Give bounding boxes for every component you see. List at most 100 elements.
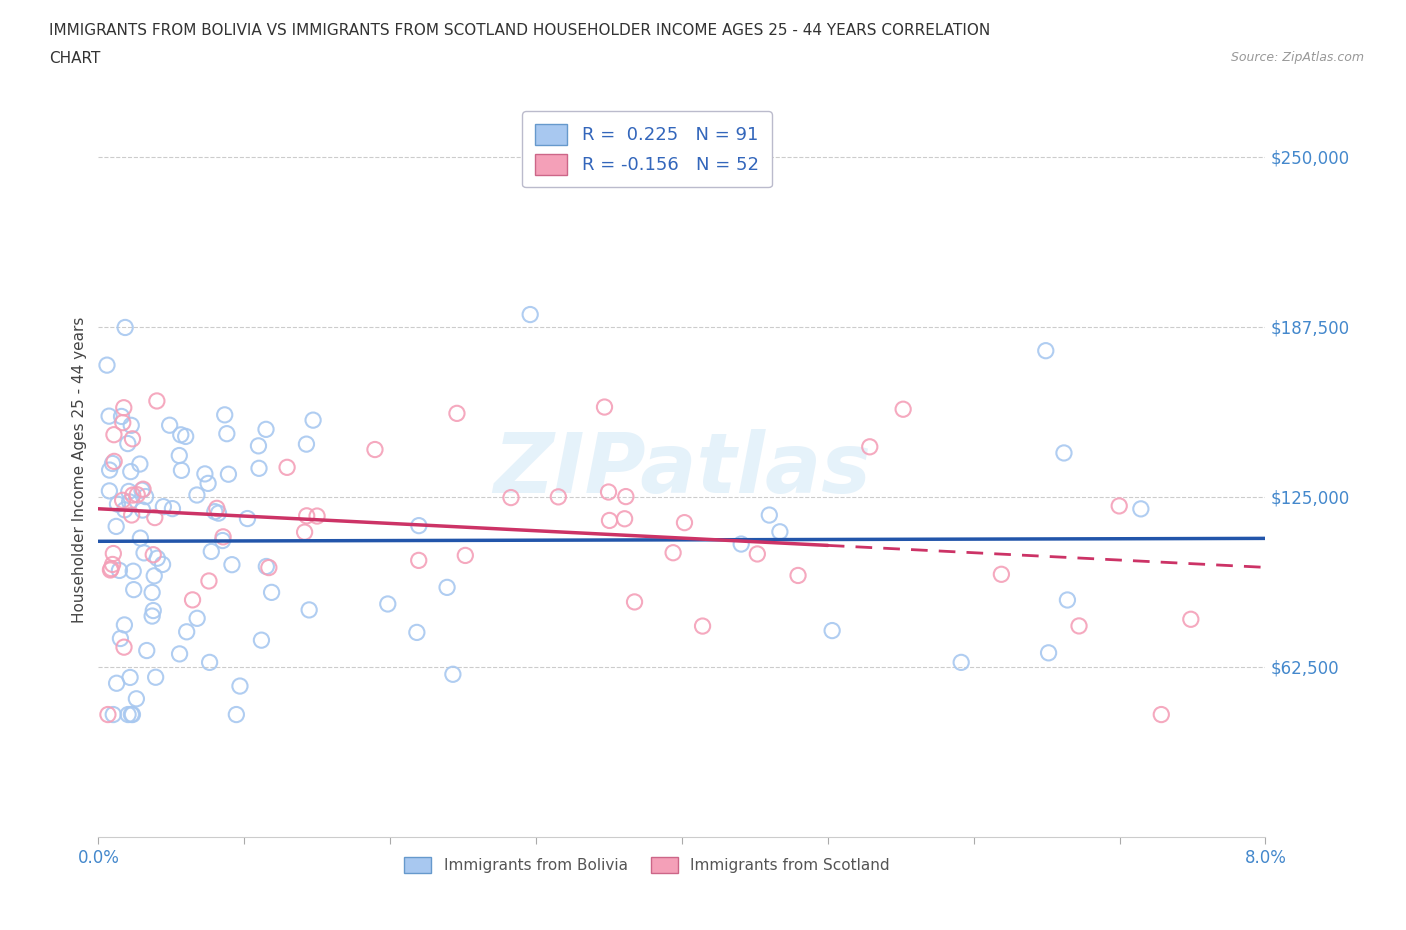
Point xyxy=(141,608,163,623)
Point xyxy=(100,561,122,576)
Point xyxy=(117,707,139,722)
Point xyxy=(1180,612,1202,627)
Point xyxy=(112,400,135,415)
Point xyxy=(547,489,569,504)
Point xyxy=(673,515,696,530)
Point xyxy=(623,594,645,609)
Point xyxy=(236,512,259,526)
Point xyxy=(454,548,477,563)
Point xyxy=(519,307,541,322)
Point xyxy=(821,623,844,638)
Point xyxy=(194,467,217,482)
Point xyxy=(200,544,222,559)
Point xyxy=(859,439,882,454)
Point xyxy=(950,655,973,670)
Point xyxy=(121,508,143,523)
Point xyxy=(499,490,522,505)
Point xyxy=(122,564,145,578)
Point xyxy=(141,585,163,600)
Point xyxy=(260,585,283,600)
Point xyxy=(207,506,229,521)
Point xyxy=(198,655,221,670)
Point xyxy=(110,409,132,424)
Point xyxy=(127,487,149,502)
Point xyxy=(214,407,236,422)
Point xyxy=(990,567,1012,582)
Point xyxy=(257,560,280,575)
Point xyxy=(747,547,769,562)
Point xyxy=(131,502,153,517)
Point xyxy=(117,436,139,451)
Point xyxy=(121,487,143,502)
Point xyxy=(120,707,142,722)
Point xyxy=(225,707,247,722)
Point xyxy=(1129,501,1152,516)
Point xyxy=(146,551,169,565)
Point xyxy=(114,320,136,335)
Point xyxy=(186,487,208,502)
Point xyxy=(730,537,752,551)
Point xyxy=(1150,707,1173,722)
Point xyxy=(169,448,191,463)
Point xyxy=(105,676,128,691)
Point xyxy=(98,484,121,498)
Point xyxy=(131,483,153,498)
Point xyxy=(132,545,155,560)
Point xyxy=(1038,645,1060,660)
Point xyxy=(215,426,238,441)
Point xyxy=(212,529,235,544)
Point xyxy=(254,559,277,574)
Point xyxy=(302,413,325,428)
Point xyxy=(111,493,134,508)
Point xyxy=(128,457,150,472)
Text: ZIPatlas: ZIPatlas xyxy=(494,429,870,511)
Point xyxy=(598,513,620,528)
Point xyxy=(103,454,125,469)
Y-axis label: Householder Income Ages 25 - 44 years: Householder Income Ages 25 - 44 years xyxy=(72,316,87,623)
Point xyxy=(112,618,135,632)
Point xyxy=(97,707,120,722)
Point xyxy=(405,625,427,640)
Point xyxy=(174,429,197,444)
Point xyxy=(1108,498,1130,513)
Point xyxy=(217,467,239,482)
Point xyxy=(377,596,399,611)
Point xyxy=(204,504,226,519)
Legend: Immigrants from Bolivia, Immigrants from Scotland: Immigrants from Bolivia, Immigrants from… xyxy=(396,849,897,881)
Point xyxy=(120,418,142,432)
Point xyxy=(307,509,329,524)
Point xyxy=(101,456,124,471)
Point xyxy=(107,497,129,512)
Point xyxy=(100,563,122,578)
Text: Source: ZipAtlas.com: Source: ZipAtlas.com xyxy=(1230,51,1364,64)
Point xyxy=(114,502,136,517)
Point xyxy=(298,603,321,618)
Point xyxy=(769,525,792,539)
Point xyxy=(276,460,298,475)
Point xyxy=(103,707,125,722)
Point xyxy=(364,442,387,457)
Point xyxy=(598,485,620,499)
Point xyxy=(143,511,166,525)
Point xyxy=(108,563,131,578)
Point xyxy=(118,484,141,498)
Point xyxy=(145,670,167,684)
Point xyxy=(692,618,714,633)
Point xyxy=(112,640,135,655)
Point xyxy=(1035,343,1057,358)
Point xyxy=(614,489,637,504)
Point xyxy=(135,489,157,504)
Point xyxy=(143,568,166,583)
Point xyxy=(103,546,125,561)
Point xyxy=(169,646,191,661)
Point xyxy=(159,418,181,432)
Point xyxy=(103,427,125,442)
Point xyxy=(146,393,169,408)
Point xyxy=(96,358,118,373)
Point xyxy=(121,707,143,722)
Point xyxy=(221,557,243,572)
Point xyxy=(1067,618,1090,633)
Point xyxy=(662,545,685,560)
Point xyxy=(162,501,184,516)
Point xyxy=(111,415,134,430)
